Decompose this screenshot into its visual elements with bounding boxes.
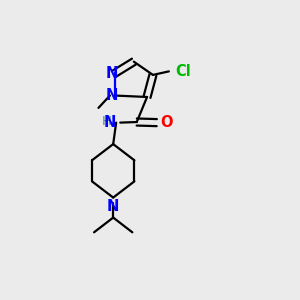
Text: N: N xyxy=(107,199,119,214)
Text: N: N xyxy=(106,66,118,81)
Text: H: H xyxy=(102,115,111,128)
Text: N: N xyxy=(104,115,116,130)
Text: N: N xyxy=(106,88,118,103)
Text: Cl: Cl xyxy=(175,64,191,79)
Text: O: O xyxy=(160,115,173,130)
